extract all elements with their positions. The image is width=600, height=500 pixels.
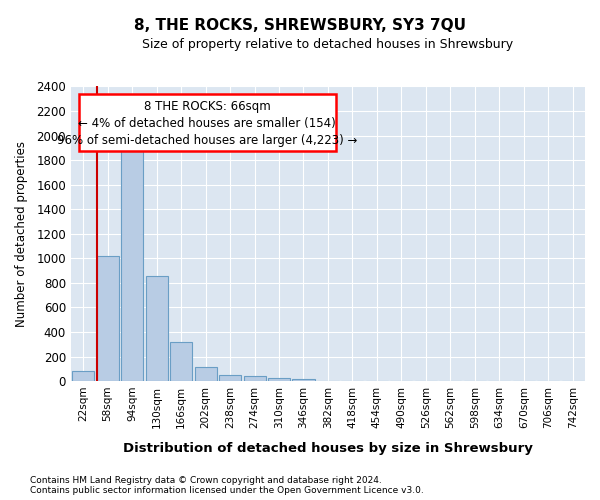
Bar: [219, 375, 241, 381]
Bar: [121, 150, 143, 381]
Bar: [97, 256, 119, 381]
Bar: [72, 372, 94, 381]
Bar: [244, 376, 266, 381]
Text: Contains HM Land Registry data © Crown copyright and database right 2024.: Contains HM Land Registry data © Crown c…: [30, 476, 382, 485]
FancyBboxPatch shape: [79, 94, 335, 151]
Title: Size of property relative to detached houses in Shrewsbury: Size of property relative to detached ho…: [142, 38, 514, 51]
Bar: [170, 342, 192, 381]
Bar: [292, 378, 314, 381]
Text: 96% of semi-detached houses are larger (4,223) →: 96% of semi-detached houses are larger (…: [57, 134, 358, 147]
Bar: [146, 276, 167, 381]
Text: 8 THE ROCKS: 66sqm: 8 THE ROCKS: 66sqm: [144, 100, 271, 113]
Text: Contains public sector information licensed under the Open Government Licence v3: Contains public sector information licen…: [30, 486, 424, 495]
X-axis label: Distribution of detached houses by size in Shrewsbury: Distribution of detached houses by size …: [123, 442, 533, 455]
Text: 8, THE ROCKS, SHREWSBURY, SY3 7QU: 8, THE ROCKS, SHREWSBURY, SY3 7QU: [134, 18, 466, 32]
Text: ← 4% of detached houses are smaller (154): ← 4% of detached houses are smaller (154…: [78, 117, 336, 130]
Y-axis label: Number of detached properties: Number of detached properties: [15, 141, 28, 327]
Bar: [194, 367, 217, 381]
Bar: [268, 378, 290, 381]
